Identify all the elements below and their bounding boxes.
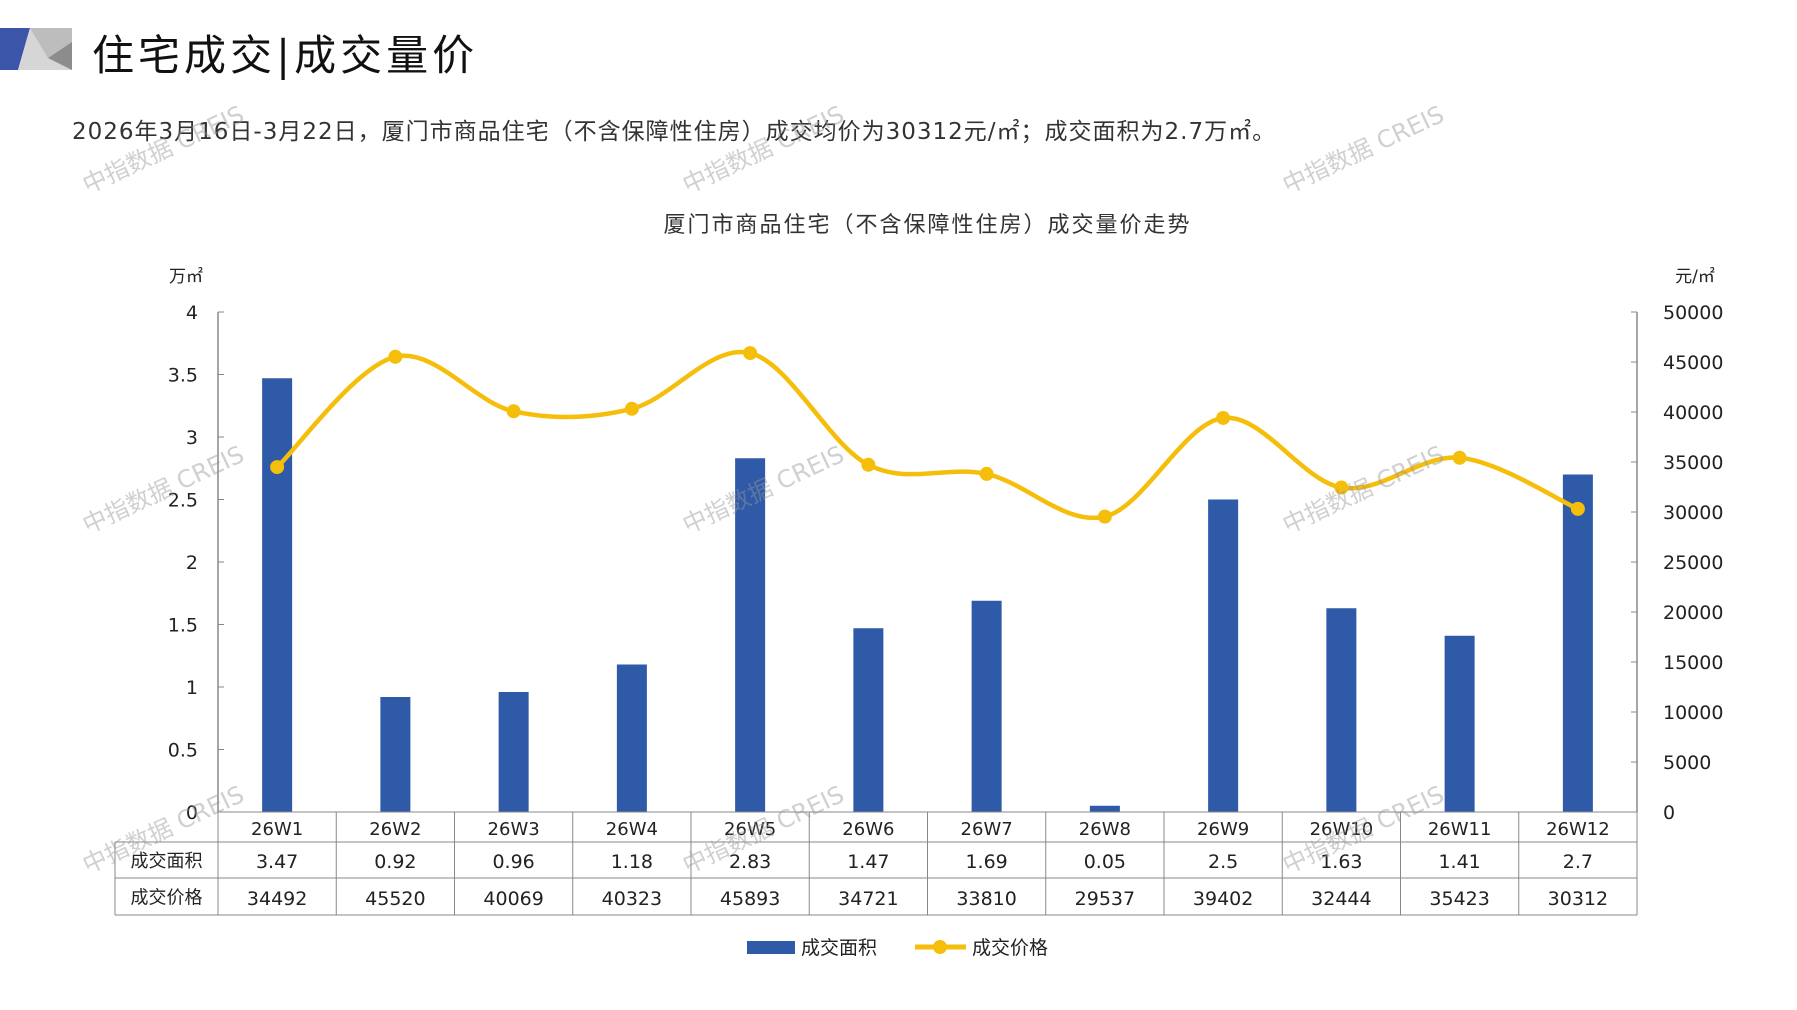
page-title: 住宅成交|成交量价	[92, 31, 479, 80]
legend-price-label: 成交价格	[972, 937, 1048, 959]
area-value: 1.41	[1438, 851, 1480, 873]
right-tick-label: 0	[1663, 802, 1675, 824]
category-label: 26W8	[1079, 819, 1131, 840]
bar-26W7	[971, 600, 1002, 812]
price-value: 39402	[1193, 888, 1253, 910]
category-label: 26W6	[842, 819, 894, 840]
area-value: 1.69	[965, 851, 1007, 873]
price-point-26W7	[979, 466, 994, 481]
price-value: 34721	[838, 888, 898, 910]
bar-26W5	[735, 458, 766, 812]
price-value: 40323	[602, 888, 662, 910]
price-point-26W8	[1097, 509, 1112, 524]
right-tick-label: 50000	[1663, 302, 1723, 324]
bar-26W3	[498, 692, 529, 812]
right-tick-label: 30000	[1663, 502, 1723, 524]
left-tick-label: 2.5	[168, 490, 198, 512]
category-label: 26W2	[369, 819, 421, 840]
bar-26W11	[1444, 635, 1475, 812]
price-point-26W2	[388, 349, 403, 364]
category-label: 26W4	[606, 819, 658, 840]
legend-area-label: 成交面积	[801, 937, 877, 959]
area-value: 1.47	[847, 851, 889, 873]
table-row-header: 成交面积	[131, 851, 203, 872]
category-label: 26W10	[1310, 819, 1374, 840]
left-tick-label: 0.5	[168, 740, 198, 762]
area-value: 3.47	[256, 851, 298, 873]
price-value: 29537	[1075, 888, 1135, 910]
bar-26W10	[1326, 608, 1357, 812]
price-value: 35423	[1429, 888, 1489, 910]
price-point-26W10	[1334, 480, 1349, 495]
area-value: 2.83	[729, 851, 771, 873]
right-tick-label: 5000	[1663, 752, 1711, 774]
bar-26W1	[262, 378, 293, 812]
table-row-header: 成交价格	[131, 888, 203, 909]
right-tick-label: 45000	[1663, 352, 1723, 374]
price-line	[275, 349, 1579, 521]
price-value: 40069	[483, 888, 543, 910]
bar-26W8	[1089, 805, 1120, 812]
bar-26W9	[1208, 499, 1239, 812]
price-point-26W9	[1216, 410, 1231, 425]
right-tick-label: 25000	[1663, 552, 1723, 574]
legend-line-marker	[933, 940, 947, 954]
price-value: 30312	[1548, 888, 1608, 910]
left-axis-label: 万㎡	[169, 267, 203, 287]
area-value: 0.92	[374, 851, 416, 873]
left-tick-label: 1	[186, 677, 198, 699]
price-value: 45520	[365, 888, 425, 910]
price-point-26W12	[1570, 501, 1585, 516]
bar-26W12	[1562, 474, 1593, 812]
right-tick-label: 40000	[1663, 402, 1723, 424]
price-value: 34492	[247, 888, 307, 910]
left-tick-label: 3.5	[168, 365, 198, 387]
area-value: 0.05	[1084, 851, 1126, 873]
brand-logo	[0, 28, 72, 70]
category-label: 26W1	[251, 819, 303, 840]
price-point-26W5	[743, 346, 758, 361]
price-point-26W1	[270, 460, 285, 475]
category-label: 26W3	[488, 819, 540, 840]
category-label: 26W9	[1197, 819, 1249, 840]
price-point-26W3	[506, 404, 521, 419]
legend-bar-swatch	[747, 941, 795, 954]
bar-26W4	[616, 664, 647, 812]
price-point-26W4	[624, 401, 639, 416]
bar-26W6	[853, 628, 884, 812]
left-tick-label: 2	[186, 552, 198, 574]
category-label: 26W5	[724, 819, 776, 840]
area-value: 1.18	[611, 851, 653, 873]
area-value: 0.96	[492, 851, 534, 873]
right-axis-label: 元/㎡	[1675, 267, 1715, 287]
left-tick-label: 1.5	[168, 615, 198, 637]
area-value: 2.7	[1563, 851, 1593, 873]
right-tick-label: 10000	[1663, 702, 1723, 724]
area-value: 2.5	[1208, 851, 1238, 873]
category-label: 26W7	[961, 819, 1013, 840]
right-tick-label: 35000	[1663, 452, 1723, 474]
price-value: 33810	[956, 888, 1016, 910]
chart-title: 厦门市商品住宅（不含保障性住房）成交量价走势	[663, 213, 1191, 238]
bar-26W2	[380, 697, 411, 812]
summary-text: 2026年3月16日-3月22日，厦门市商品住宅（不含保障性住房）成交均价为30…	[72, 119, 1277, 145]
left-tick-label: 3	[186, 427, 198, 449]
price-point-26W11	[1452, 450, 1467, 465]
left-tick-label: 4	[186, 302, 198, 324]
price-point-26W6	[861, 457, 876, 472]
category-label: 26W11	[1428, 819, 1492, 840]
area-value: 1.63	[1320, 851, 1362, 873]
left-tick-label: 0	[186, 802, 198, 824]
right-tick-label: 15000	[1663, 652, 1723, 674]
category-label: 26W12	[1546, 819, 1610, 840]
price-value: 32444	[1311, 888, 1371, 910]
right-tick-label: 20000	[1663, 602, 1723, 624]
price-value: 45893	[720, 888, 780, 910]
